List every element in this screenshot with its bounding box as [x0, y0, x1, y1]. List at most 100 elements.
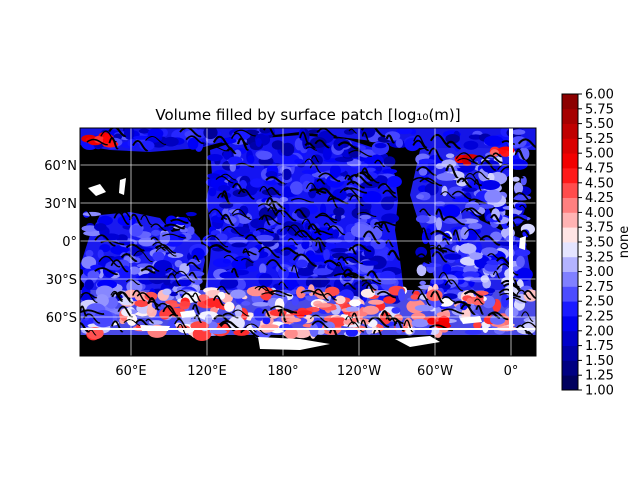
- contour-line: [464, 173, 482, 186]
- contour-line: [305, 146, 318, 151]
- contour-line: [416, 253, 432, 263]
- field-cell: [255, 138, 262, 147]
- map-frame: [79, 127, 537, 357]
- contour-line: [231, 182, 246, 193]
- contour-line: [110, 320, 124, 333]
- field-cell: [231, 242, 248, 248]
- field-cell: [138, 237, 155, 247]
- contour-line: [333, 273, 358, 279]
- colorbar-tick-label: 5.25: [585, 132, 614, 147]
- contour-line: [213, 244, 223, 249]
- contour-line: [179, 128, 202, 138]
- field-cell: [253, 307, 265, 321]
- contour-line: [428, 147, 444, 162]
- field-cell: [459, 243, 477, 254]
- colorbar-band: [562, 227, 578, 243]
- contour-line: [419, 177, 443, 187]
- field-cell: [444, 253, 462, 260]
- field-cell: [159, 231, 171, 245]
- field-cell: [265, 171, 278, 179]
- contour-line: [290, 197, 315, 203]
- field-cell: [185, 212, 197, 217]
- field-cell: [514, 248, 531, 257]
- field-cell: [235, 279, 246, 291]
- contour-line: [438, 271, 453, 285]
- field-cell: [93, 135, 105, 144]
- y-tick-label: 30°S: [46, 273, 77, 288]
- contour-line: [337, 141, 359, 150]
- field-cell: [360, 128, 376, 138]
- contour-line: [274, 209, 297, 222]
- contour-line: [94, 267, 119, 276]
- field-cell: [219, 277, 239, 289]
- field-cell: [484, 262, 500, 272]
- field-cell: [297, 310, 313, 316]
- field-cell: [332, 229, 340, 239]
- field-cell: [363, 236, 372, 242]
- contour-line: [312, 288, 330, 301]
- contour-line: [150, 223, 167, 232]
- field-cell: [236, 212, 253, 224]
- colorbar-label: none: [617, 226, 632, 258]
- contour-line: [315, 187, 337, 199]
- contour-line: [287, 224, 308, 238]
- contour-line: [294, 208, 308, 218]
- contour-line: [258, 285, 274, 296]
- field-cell: [230, 226, 251, 235]
- contour-line: [517, 138, 536, 149]
- colorbar-tick-label: 3.25: [585, 250, 614, 265]
- field-cell: [271, 140, 285, 150]
- field-cell: [87, 270, 100, 280]
- contour-line: [436, 244, 445, 254]
- x-tick-label: 0°: [504, 364, 519, 379]
- colorbar-tick-label: 4.50: [585, 176, 614, 191]
- contour-line: [516, 289, 532, 300]
- contour-line: [374, 159, 386, 168]
- field-cell: [276, 228, 288, 236]
- contour-line: [351, 243, 372, 253]
- field-cell: [331, 252, 349, 259]
- contour-line: [337, 256, 349, 265]
- contour-line: [208, 244, 232, 253]
- field-cell: [379, 270, 396, 282]
- field-cell: [484, 189, 502, 204]
- contour-line: [88, 329, 97, 336]
- contour-line: [258, 214, 282, 225]
- contour-line: [380, 310, 392, 321]
- field-cell: [188, 258, 198, 266]
- field-cell: [252, 230, 261, 237]
- contour-line: [244, 234, 263, 245]
- contour-line: [265, 259, 287, 272]
- field-cell: [436, 172, 457, 181]
- colorbar-tick-label: 2.00: [585, 324, 614, 339]
- colorbar-tick-label: 3.75: [585, 221, 614, 236]
- field-cell: [84, 279, 94, 290]
- contour-line: [204, 235, 229, 248]
- contour-line: [278, 281, 289, 289]
- colorbar-tick-label: 5.00: [585, 147, 614, 162]
- field-cell: [233, 149, 242, 159]
- contour-line: [360, 128, 386, 138]
- field-cell: [207, 154, 223, 162]
- field-cell: [518, 147, 530, 161]
- contour-line: [441, 296, 456, 303]
- field-cell: [219, 271, 239, 279]
- contour-line: [152, 241, 170, 250]
- field-cell: [129, 244, 144, 257]
- contour-line: [242, 248, 251, 256]
- contour-line: [243, 323, 268, 335]
- field-cell: [486, 172, 495, 183]
- contour-line: [382, 189, 397, 198]
- contour-line: [344, 174, 355, 185]
- contour-line: [175, 211, 195, 225]
- contour-line: [216, 285, 231, 295]
- field-cell: [281, 168, 292, 181]
- field-cell: [414, 304, 434, 312]
- contour-line: [440, 308, 465, 315]
- field-cell: [395, 138, 403, 148]
- contour-line: [420, 227, 430, 240]
- field-cell: [510, 136, 527, 148]
- contour-line: [416, 166, 437, 176]
- contour-line: [343, 187, 368, 194]
